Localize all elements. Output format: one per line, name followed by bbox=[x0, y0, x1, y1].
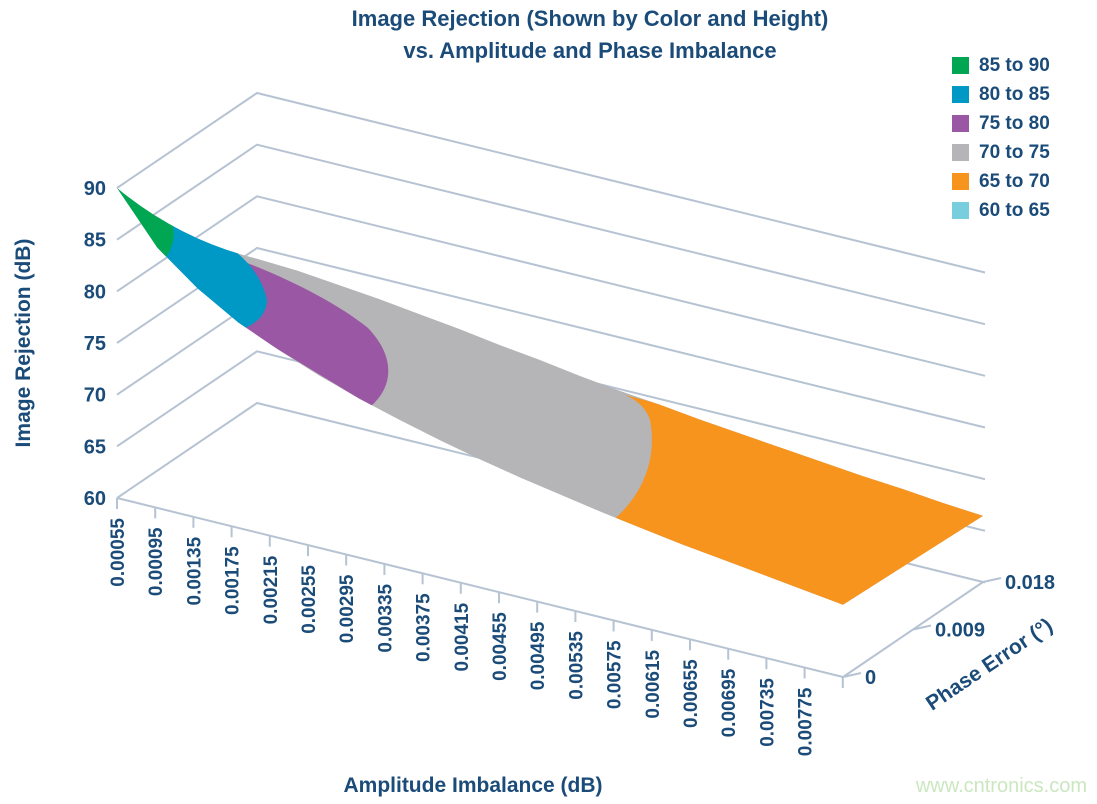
y-tick-label: 80 bbox=[84, 281, 106, 303]
legend-swatch bbox=[952, 115, 969, 132]
x-tick-label: 0.00295 bbox=[337, 574, 358, 643]
x-tick-label: 0.00575 bbox=[605, 640, 626, 709]
x-tick-label: 0.00255 bbox=[299, 565, 320, 634]
chart-title-line2: vs. Amplitude and Phase Imbalance bbox=[403, 38, 776, 63]
x-tick-label: 0.00775 bbox=[796, 687, 817, 756]
x-tick-label: 0.00095 bbox=[146, 527, 167, 596]
x-tick-label: 0.00735 bbox=[757, 678, 778, 747]
db-gridline bbox=[116, 91, 986, 274]
legend-item: 75 to 80 bbox=[952, 109, 1050, 138]
z-tick-label: 0 bbox=[865, 667, 876, 689]
x-tick-label: 0.00335 bbox=[375, 583, 396, 652]
legend-label: 65 to 70 bbox=[979, 170, 1050, 192]
legend-label: 80 to 85 bbox=[979, 83, 1050, 105]
legend-label: 85 to 90 bbox=[979, 54, 1050, 76]
y-tick-label: 70 bbox=[84, 385, 106, 407]
y-tick-label: 60 bbox=[84, 488, 106, 510]
y-tick-label: 65 bbox=[84, 436, 106, 458]
y-tick-label: 75 bbox=[84, 333, 106, 355]
legend-swatch bbox=[952, 144, 969, 161]
axes bbox=[116, 497, 1002, 688]
x-tick-label: 0.00695 bbox=[719, 668, 740, 737]
z-tick bbox=[982, 577, 1002, 583]
legend-swatch bbox=[952, 173, 969, 190]
watermark: www.cntronics.com bbox=[915, 775, 1087, 797]
z-tick bbox=[912, 624, 932, 631]
x-tick-label: 0.00495 bbox=[528, 621, 549, 690]
y-tick-label: 90 bbox=[84, 178, 106, 200]
tick-labels: 60 65 70 75 80 85 90 0.00055 0.00095 0.00135 0.001… bbox=[84, 178, 1055, 756]
x-tick-label: 0.00655 bbox=[681, 659, 702, 728]
legend-item: 70 to 75 bbox=[952, 138, 1050, 167]
legend-item: 60 to 65 bbox=[952, 196, 1050, 225]
legend-swatch bbox=[952, 86, 969, 103]
legend-label: 75 to 80 bbox=[979, 112, 1050, 134]
chart-title-line1: Image Rejection (Shown by Color and Heig… bbox=[352, 6, 829, 31]
x-tick-label: 0.00375 bbox=[414, 593, 435, 662]
legend-swatch bbox=[952, 202, 969, 219]
z-tick bbox=[842, 672, 862, 678]
legend-label: 60 to 65 bbox=[979, 199, 1050, 221]
x-tick-label: 0.00615 bbox=[643, 649, 664, 718]
legend-label: 70 to 75 bbox=[979, 141, 1050, 163]
x-axis-line bbox=[116, 497, 844, 678]
legend-item: 80 to 85 bbox=[952, 80, 1050, 109]
db-gridline bbox=[116, 246, 986, 429]
y-axis-title: Image Rejection (dB) bbox=[12, 239, 35, 448]
z-tick-label: 0.009 bbox=[935, 620, 985, 642]
db-gridline bbox=[116, 195, 986, 377]
band-65-70 bbox=[612, 395, 983, 605]
x-axis-title: Amplitude Imbalance (dB) bbox=[343, 774, 602, 797]
x-tick-label: 0.00215 bbox=[261, 555, 282, 624]
x-tick-label: 0.00055 bbox=[108, 518, 129, 587]
x-tick-label: 0.00135 bbox=[184, 536, 205, 605]
x-tick-label: 0.00175 bbox=[223, 546, 244, 615]
x-tick-label: 0.00455 bbox=[490, 612, 511, 681]
legend-swatch bbox=[952, 57, 969, 74]
band-85-90 bbox=[117, 188, 174, 258]
x-tick-label: 0.00535 bbox=[566, 631, 587, 700]
y-tick-label: 85 bbox=[84, 230, 106, 252]
x-tick-label: 0.00415 bbox=[452, 602, 473, 671]
db-gridline bbox=[116, 143, 986, 326]
legend-item: 65 to 70 bbox=[952, 167, 1050, 196]
z-tick-label: 0.018 bbox=[1005, 572, 1055, 594]
legend-item: 85 to 90 bbox=[952, 51, 1050, 80]
legend: 85 to 90 80 to 85 75 to 80 70 to 75 65 to 70… bbox=[952, 51, 1050, 225]
